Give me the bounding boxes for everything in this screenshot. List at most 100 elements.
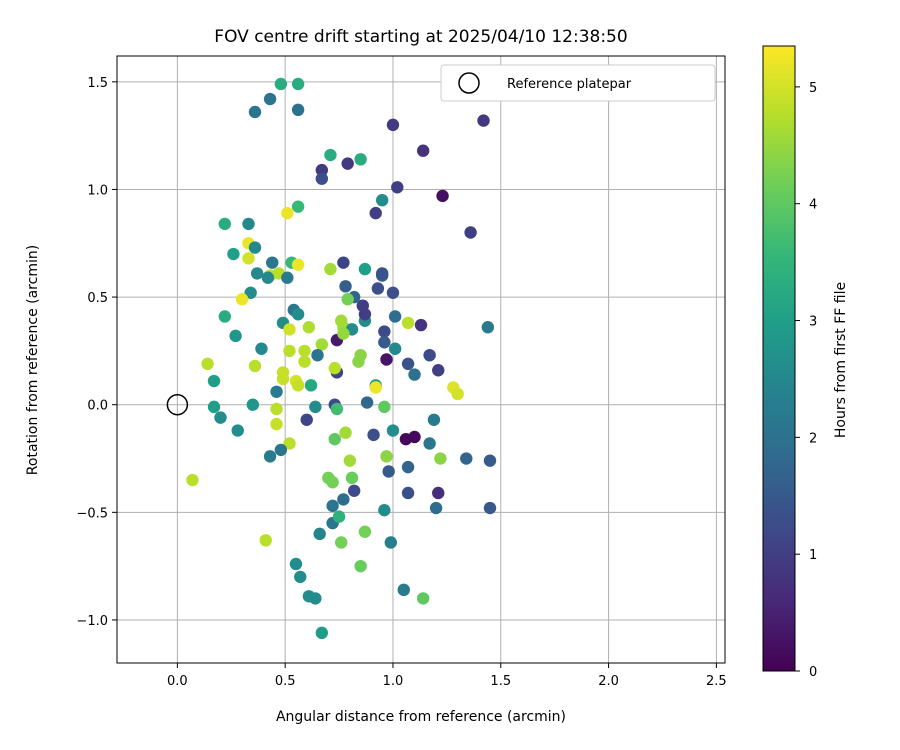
data-point: [416, 592, 430, 605]
data-point: [432, 486, 445, 500]
data-point: [378, 503, 391, 517]
data-point: [386, 424, 400, 437]
data-point: [289, 557, 303, 571]
data-point: [255, 342, 268, 355]
data-point: [248, 241, 262, 254]
y-tick-label: −1.0: [76, 614, 108, 629]
data-point: [423, 348, 436, 362]
x-tick-label: 1.0: [383, 674, 404, 689]
data-point: [266, 256, 279, 269]
data-point: [231, 424, 244, 437]
data-point: [460, 452, 473, 465]
grid-lines: [117, 56, 725, 663]
data-point: [337, 327, 350, 340]
plot-frame: [116, 55, 726, 664]
x-tick-label: 2.5: [706, 674, 727, 689]
y-tick-label: 1.0: [87, 183, 108, 198]
data-point: [337, 493, 350, 506]
data-points: [186, 77, 497, 640]
data-point: [263, 450, 277, 463]
data-point: [354, 348, 367, 362]
data-point: [358, 525, 372, 538]
data-point: [380, 353, 393, 366]
data-point: [201, 357, 214, 371]
data-point: [391, 181, 404, 194]
data-point: [367, 428, 380, 442]
data-point: [335, 536, 348, 549]
legend-label: Reference platepar: [507, 77, 632, 92]
data-point: [283, 323, 296, 336]
data-point: [324, 148, 337, 162]
legend-marker-icon: [458, 72, 480, 94]
colorbar-tick-label: 3: [809, 315, 817, 330]
y-tick-label: −0.5: [76, 506, 108, 521]
data-point: [343, 454, 357, 467]
x-axis-label: Angular distance from reference (arcmin): [276, 709, 566, 725]
colorbar-tick-label: 2: [809, 431, 817, 446]
data-point: [214, 411, 227, 424]
data-point: [432, 364, 445, 377]
data-point: [477, 114, 490, 127]
data-point: [332, 510, 346, 523]
y-axis-label: Rotation from reference (arcmin): [25, 245, 41, 475]
data-point: [315, 172, 329, 185]
x-tick-label: 0.5: [275, 674, 296, 689]
data-point: [464, 226, 477, 239]
data-point: [248, 105, 262, 119]
data-point: [242, 252, 255, 265]
data-point: [451, 387, 464, 401]
data-point: [283, 437, 296, 450]
data-point: [483, 454, 497, 467]
data-point: [401, 486, 415, 500]
data-point: [313, 527, 326, 541]
data-point: [309, 592, 322, 605]
data-point: [345, 471, 359, 485]
data-point: [250, 267, 264, 280]
data-point: [263, 92, 277, 106]
data-point: [291, 379, 305, 392]
data-point: [281, 206, 294, 220]
data-point: [315, 163, 329, 177]
colorbar-tick-label: 1: [809, 548, 817, 563]
data-point: [304, 379, 318, 392]
data-point: [315, 626, 329, 640]
x-axis-ticks: 0.0 0.5 1.0 1.5 2.0 2.5: [167, 663, 727, 689]
data-point: [291, 258, 305, 271]
data-point: [300, 413, 313, 426]
data-point: [244, 286, 257, 299]
data-point: [298, 355, 311, 368]
data-point: [298, 344, 311, 358]
data-point: [291, 103, 305, 117]
data-point: [360, 396, 374, 409]
legend-box: [440, 64, 716, 102]
data-point: [302, 321, 316, 334]
data-point: [242, 217, 255, 231]
data-point: [375, 267, 389, 280]
data-point: [186, 473, 199, 487]
data-point: [386, 286, 400, 299]
data-point: [429, 501, 443, 515]
data-point: [281, 271, 294, 284]
data-point: [218, 310, 232, 323]
data-point: [330, 402, 344, 416]
data-point: [358, 308, 372, 321]
data-point: [259, 534, 272, 547]
data-point: [339, 426, 352, 439]
data-point: [270, 417, 283, 431]
data-point: [358, 262, 372, 276]
data-point: [261, 271, 275, 284]
y-tick-label: 1.5: [87, 76, 108, 91]
x-tick-label: 2.0: [598, 674, 619, 689]
data-point: [274, 77, 288, 91]
colorbar-tick-label: 4: [809, 198, 817, 213]
data-point: [414, 318, 428, 332]
data-point: [401, 316, 415, 330]
data-point: [347, 484, 361, 498]
colorbar: [762, 45, 796, 672]
data-point: [401, 460, 415, 474]
data-point: [227, 247, 240, 261]
colorbar-tick-label: 0: [809, 665, 817, 680]
reference-platepar-marker: [166, 393, 189, 416]
data-point: [283, 344, 296, 358]
data-point: [291, 200, 305, 213]
